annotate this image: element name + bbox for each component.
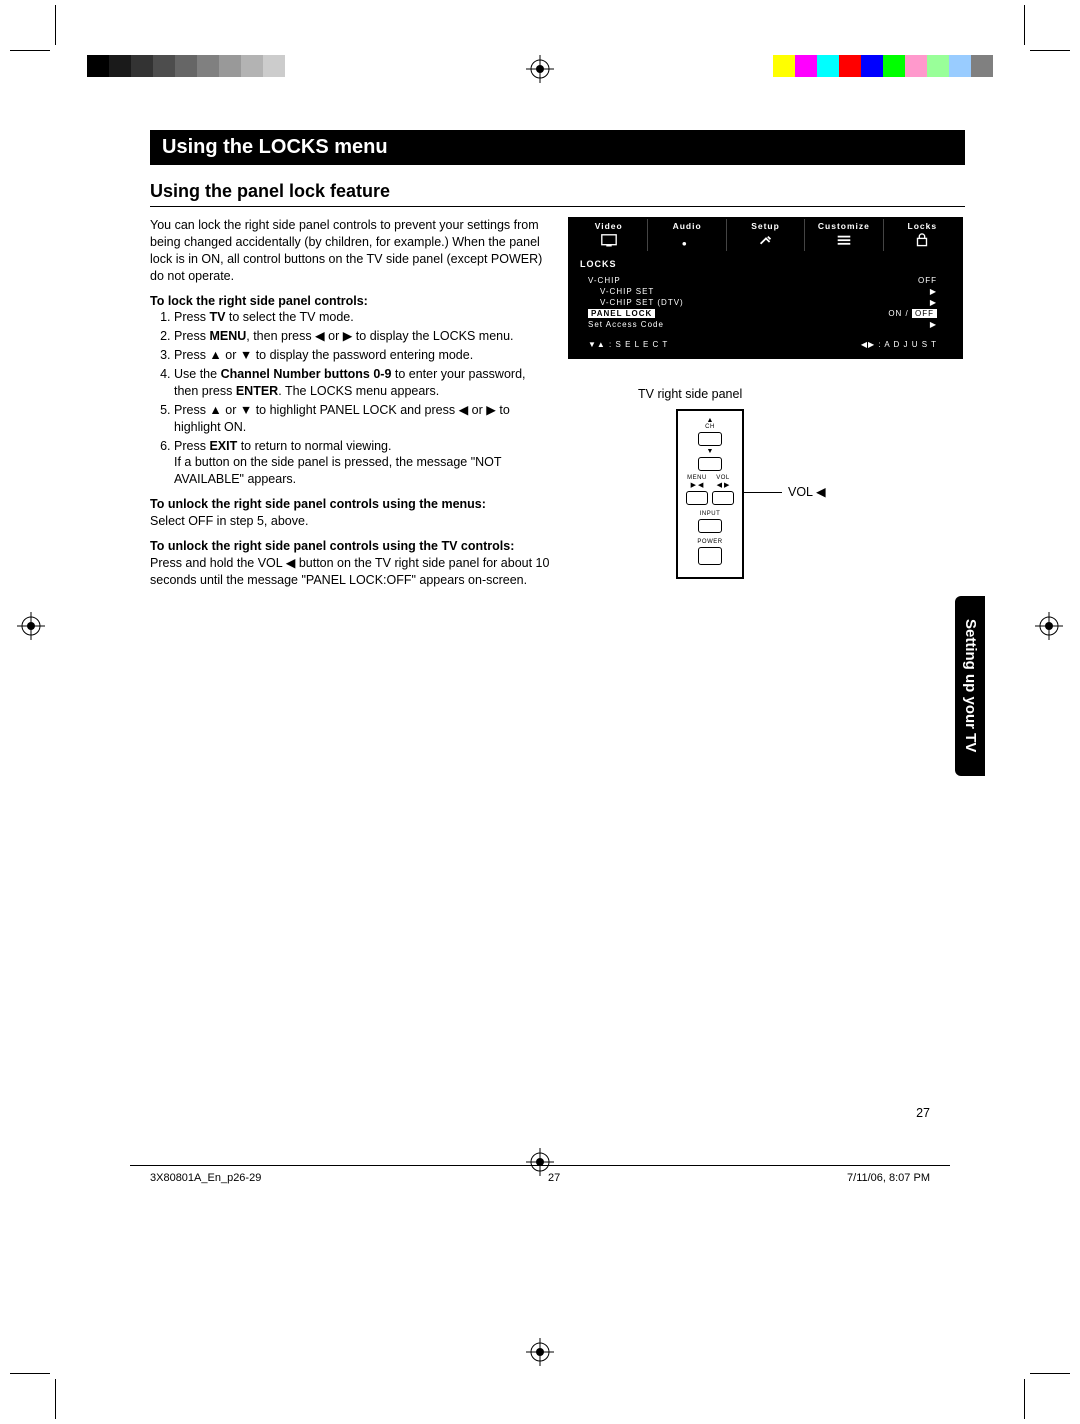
step-3: Press ▲ or ▼ to display the password ent… (174, 347, 550, 364)
swatch (153, 55, 175, 77)
registration-mark-icon (17, 612, 45, 640)
menu-row: V-CHIPOFF (570, 275, 961, 286)
power-label: POWER (682, 539, 738, 545)
menu-row: PANEL LOCKON / OFF (570, 308, 961, 319)
step-6: Press EXIT to return to normal viewing.I… (174, 438, 550, 489)
swatch (795, 55, 817, 77)
side-panel-diagram: ▲ CH ▼ MENU ▶ ◀ VOL ◀ ▶ (676, 409, 744, 579)
chapter-tab: Setting up your TV (955, 596, 985, 776)
swatch (109, 55, 131, 77)
crop-mark (1030, 1373, 1070, 1374)
input-button (698, 519, 722, 533)
setup-icon (757, 233, 775, 247)
swatch (219, 55, 241, 77)
lock-heading: To lock the right side panel controls: (150, 293, 550, 310)
menu-tab-video: Video (570, 219, 648, 251)
ch-label: CH (682, 424, 738, 430)
swatch (905, 55, 927, 77)
swatch (861, 55, 883, 77)
annotation-line (744, 492, 782, 493)
swatch (773, 55, 795, 77)
video-icon (600, 233, 618, 247)
grayscale-bar (87, 55, 307, 77)
swatch (87, 55, 109, 77)
menu-tab-audio: Audio (648, 219, 726, 251)
crop-mark (1024, 1379, 1025, 1419)
menu-adjust-hint: ◀▶ : A D J U S T (861, 340, 937, 349)
swatch (839, 55, 861, 77)
color-bar (773, 55, 993, 77)
registration-mark-icon (526, 55, 554, 83)
swatch (927, 55, 949, 77)
page-number: 27 (916, 1106, 930, 1120)
step-4: Use the Channel Number buttons 0-9 to en… (174, 366, 550, 400)
footer-rule (130, 1165, 950, 1166)
swatch (263, 55, 285, 77)
step-1: Press TV to select the TV mode. (174, 309, 550, 326)
swatch (817, 55, 839, 77)
input-label: INPUT (682, 511, 738, 517)
swatch (175, 55, 197, 77)
power-button (698, 547, 722, 565)
unlock-tv-heading: To unlock the right side panel controls … (150, 538, 550, 555)
page-header: Using the LOCKS menu (150, 130, 965, 165)
ch-down-icon: ▼ (682, 448, 738, 455)
panel-caption: TV right side panel (638, 387, 965, 401)
swatch (197, 55, 219, 77)
step-5: Press ▲ or ▼ to highlight PANEL LOCK and… (174, 402, 550, 436)
crop-mark (1024, 5, 1025, 45)
menu-section-label: LOCKS (580, 259, 961, 269)
menu-select-hint: ▼▲ : S E L E C T (588, 340, 668, 349)
swatch (949, 55, 971, 77)
registration-mark-icon (526, 1338, 554, 1366)
swatch (883, 55, 905, 77)
menu-row: Set Access Code▶ (570, 319, 961, 330)
crop-mark (10, 50, 50, 51)
unlock-menu-heading: To unlock the right side panel controls … (150, 496, 550, 513)
menu-tab-setup: Setup (727, 219, 805, 251)
audio-icon (678, 233, 696, 247)
footer-date: 7/11/06, 8:07 PM (847, 1172, 930, 1184)
crop-mark (1030, 50, 1070, 51)
section-title: Using the panel lock feature (150, 181, 965, 207)
swatch (241, 55, 263, 77)
locks-menu-screenshot: VideoAudioSetupCustomizeLocks LOCKS V-CH… (568, 217, 963, 359)
ch-up-icon: ▲ (682, 417, 738, 424)
crop-mark (55, 5, 56, 45)
crop-mark (10, 1373, 50, 1374)
customize-icon (835, 233, 853, 247)
menu-vol-right-button (712, 491, 734, 505)
registration-mark-icon (1035, 612, 1063, 640)
locks-icon (913, 233, 931, 247)
swatch (971, 55, 993, 77)
menu-tab-customize: Customize (805, 219, 883, 251)
vol-right-icon: ◀ ▶ (717, 481, 730, 489)
footer-filename: 3X80801A_En_p26-29 (150, 1172, 261, 1184)
instructions-column: You can lock the right side panel contro… (150, 217, 550, 589)
unlock-tv-body: Press and hold the VOL ◀ button on the T… (150, 555, 550, 589)
intro-text: You can lock the right side panel contro… (150, 217, 550, 285)
unlock-menu-body: Select OFF in step 5, above. (150, 513, 550, 530)
menu-tab-locks: Locks (884, 219, 961, 251)
menu-left-icon: ▶ ◀ (691, 481, 704, 489)
swatch (285, 55, 307, 77)
lock-steps: Press TV to select the TV mode. Press ME… (150, 309, 550, 488)
menu-row: V-CHIP SET (DTV)▶ (570, 297, 961, 308)
footer-page: 27 (548, 1172, 560, 1184)
vol-annotation: VOL ◀ (788, 484, 826, 499)
ch-up-button (698, 432, 722, 446)
swatch (131, 55, 153, 77)
menu-row: V-CHIP SET▶ (570, 286, 961, 297)
crop-mark (55, 1379, 56, 1419)
menu-vol-left-button (686, 491, 708, 505)
ch-down-button (698, 457, 722, 471)
step-2: Press MENU, then press ◀ or ▶ to display… (174, 328, 550, 345)
